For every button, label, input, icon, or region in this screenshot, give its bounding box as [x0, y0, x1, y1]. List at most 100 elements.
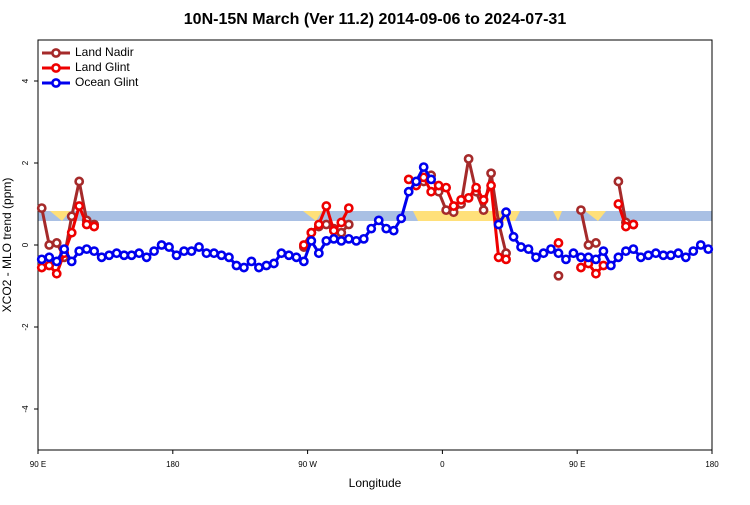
data-point — [186, 246, 197, 257]
data-point — [111, 248, 122, 259]
data-point — [51, 238, 62, 248]
data-point — [553, 238, 564, 248]
data-point — [44, 252, 55, 263]
data-point — [74, 246, 85, 257]
data-point — [194, 242, 204, 252]
data-point — [501, 254, 511, 265]
data-point — [523, 244, 534, 254]
data-point — [313, 248, 324, 259]
x-axis-label: Longitude — [349, 476, 402, 490]
data-point — [426, 186, 437, 197]
data-point — [141, 252, 152, 263]
data-point — [89, 246, 100, 257]
data-point — [463, 153, 474, 164]
land-wedge — [50, 211, 70, 221]
data-point — [298, 240, 309, 250]
data-point — [448, 201, 459, 211]
data-point — [313, 219, 324, 230]
ocean-band — [38, 211, 712, 221]
data-point — [44, 240, 55, 250]
data-point — [418, 162, 429, 172]
data-point — [531, 252, 541, 263]
data-point — [373, 215, 384, 226]
data-point — [239, 262, 249, 273]
data-point — [51, 268, 62, 279]
data-point — [576, 205, 586, 216]
land-wedge — [303, 211, 322, 221]
data-point — [658, 250, 669, 261]
data-point — [59, 244, 70, 254]
data-point — [501, 207, 511, 218]
data-point — [291, 252, 302, 263]
data-point — [396, 213, 407, 224]
data-point — [598, 246, 609, 257]
data-point — [688, 246, 699, 257]
data-point — [343, 203, 354, 213]
data-point — [553, 248, 564, 259]
y-tick-label: 0 — [21, 242, 30, 247]
data-point — [66, 256, 77, 267]
data-point — [650, 248, 661, 259]
x-tick-label: 90 E — [569, 460, 585, 469]
data-point — [66, 227, 77, 238]
y-axis-label: XCO2 - MLO trend (ppm) — [0, 178, 14, 313]
data-point — [336, 227, 347, 238]
data-point — [546, 244, 556, 254]
y-tick-label: 4 — [21, 78, 30, 83]
data-point — [36, 203, 47, 213]
data-point — [508, 231, 519, 242]
data-point — [126, 250, 137, 261]
data-point — [74, 176, 85, 187]
data-point — [620, 246, 631, 257]
data-point — [703, 244, 714, 254]
data-point — [553, 270, 564, 281]
data-point — [328, 225, 339, 236]
data-point — [561, 254, 571, 265]
data-point — [538, 248, 549, 259]
data-point — [516, 242, 526, 252]
data-point — [426, 174, 437, 185]
data-point — [351, 235, 362, 246]
y-tick-label: -2 — [21, 323, 30, 331]
data-point — [328, 233, 339, 244]
data-point — [576, 252, 586, 263]
x-tick-label: 0 — [440, 460, 445, 469]
data-point — [164, 242, 174, 252]
legend-label: Land Nadir — [75, 45, 134, 59]
data-point — [216, 250, 227, 261]
data-point — [591, 254, 601, 265]
data-point — [591, 268, 601, 279]
data-point — [606, 260, 616, 271]
data-point — [358, 233, 369, 244]
land-wedge — [585, 211, 606, 221]
data-point — [44, 260, 55, 271]
data-point — [576, 262, 586, 273]
data-point — [104, 250, 115, 261]
data-point — [680, 252, 691, 263]
data-point — [336, 217, 347, 228]
data-point — [493, 252, 504, 263]
data-point — [583, 240, 594, 250]
land-wedge — [553, 211, 562, 221]
data-point — [486, 168, 496, 179]
x-tick-label: 90 E — [30, 460, 46, 469]
data-point — [149, 246, 159, 257]
data-point — [456, 194, 467, 205]
data-point — [463, 192, 474, 203]
data-point — [635, 252, 646, 263]
data-point — [209, 248, 219, 259]
data-point — [276, 248, 287, 259]
y-tick-label: -4 — [21, 405, 30, 413]
y-tick-label: 2 — [21, 160, 30, 165]
data-point — [156, 240, 167, 250]
data-point — [613, 199, 624, 209]
data-point — [81, 244, 92, 254]
data-point — [268, 258, 279, 269]
data-point — [343, 233, 354, 244]
data-point — [36, 262, 47, 273]
data-point — [81, 219, 92, 230]
legend-label: Land Glint — [75, 60, 130, 74]
data-point — [321, 235, 332, 246]
data-point — [306, 235, 317, 246]
